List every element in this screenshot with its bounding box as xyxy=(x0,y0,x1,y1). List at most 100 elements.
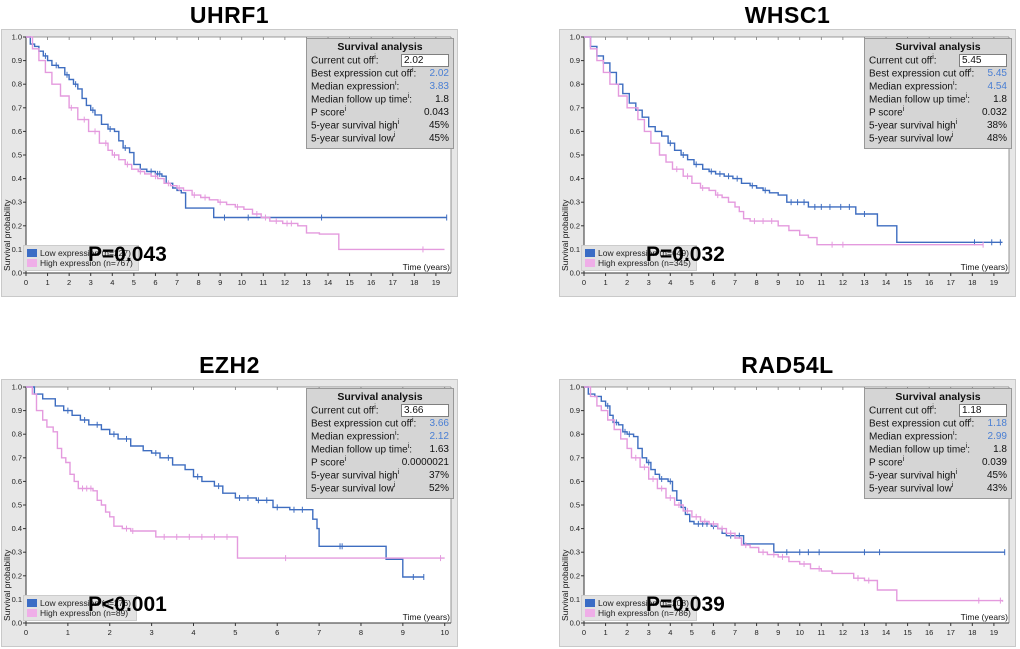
stats-row: Best expression cut offi: 2.02 xyxy=(311,67,449,80)
x-tick-label: 1 xyxy=(66,628,70,637)
legend-swatch-icon xyxy=(27,599,37,607)
stats-label: Median expressioni: xyxy=(869,430,958,443)
stats-rows: Current cut offi: 5.45 Best expression cut… xyxy=(869,54,1007,145)
x-tick-label: 19 xyxy=(432,278,440,287)
legend-label: High expression (n=786) xyxy=(598,608,691,618)
y-tick-label: 0.2 xyxy=(12,571,22,580)
survival-curve-high xyxy=(584,36,984,248)
stats-value: 3.66 xyxy=(429,418,449,429)
x-axis-ticks: 0 1 2 3 4 5 6 7 8 9 10 11 12 13 14 15 16 17 18 19 xyxy=(24,273,440,287)
panel-ezh2: EZH2 0 1 2 3 4 5 6 7 8 9 10 0.0 0.1 0.2 0.3 0.4 0.5 0.6 0.… xyxy=(1,352,458,647)
legend-swatch-icon xyxy=(27,259,37,267)
cutoff-input[interactable]: 1.18 xyxy=(959,404,1007,417)
stats-label: P scorei xyxy=(869,456,905,469)
x-tick-label: 7 xyxy=(733,278,737,287)
x-tick-label: 9 xyxy=(776,628,780,637)
stats-label: Current cut offi: xyxy=(311,404,379,417)
stats-value: 45% xyxy=(986,470,1007,481)
stats-value: 0.039 xyxy=(981,457,1007,468)
x-tick-label: 11 xyxy=(817,278,825,287)
stats-row: Median expressioni: 2.12 xyxy=(311,430,449,443)
legend-item: Low expression (n=208) xyxy=(585,598,691,608)
stats-row: 5-year survival highi 38% xyxy=(869,119,1007,132)
x-tick-label: 5 xyxy=(690,278,694,287)
y-tick-label: 1.0 xyxy=(570,33,580,42)
stats-label: 5-year survival highi xyxy=(869,119,958,132)
survival-curve-low xyxy=(584,36,1003,246)
y-tick-label: 0.0 xyxy=(570,619,580,628)
legend-label: Low expression (n=276) xyxy=(40,598,131,608)
stats-value: 2.12 xyxy=(429,431,449,442)
stats-row: Median expressioni: 3.83 xyxy=(311,80,449,93)
x-tick-label: 8 xyxy=(755,628,759,637)
y-axis-title: Survival probability xyxy=(2,549,12,621)
y-tick-label: 0.9 xyxy=(12,406,22,415)
x-tick-label: 0 xyxy=(582,278,586,287)
y-tick-label: 0.9 xyxy=(12,56,22,65)
x-tick-label: 5 xyxy=(233,628,237,637)
stats-label: Best expression cut offi: xyxy=(869,417,975,430)
km-step-line xyxy=(584,36,984,246)
stats-value: 48% xyxy=(986,133,1007,144)
legend-swatch-icon xyxy=(585,609,595,617)
x-tick-label: 0 xyxy=(24,628,28,637)
y-tick-label: 0.5 xyxy=(12,501,22,510)
x-tick-label: 10 xyxy=(796,278,804,287)
x-tick-label: 10 xyxy=(441,628,449,637)
cutoff-input[interactable]: 2.02 xyxy=(401,54,449,67)
x-tick-label: 19 xyxy=(990,628,998,637)
stats-value: 2.02 xyxy=(429,68,449,79)
y-tick-label: 0.3 xyxy=(12,198,22,207)
x-tick-label: 8 xyxy=(197,278,201,287)
x-tick-label: 6 xyxy=(711,278,715,287)
stats-value: 1.8 xyxy=(435,94,449,105)
x-tick-label: 5 xyxy=(132,278,136,287)
legend-label: Low expression (n=649) xyxy=(598,248,689,258)
x-tick-label: 6 xyxy=(711,628,715,637)
x-tick-label: 5 xyxy=(690,628,694,637)
panel-uhrf1: UHRF1 0 1 2 3 4 5 6 7 8 9 10 11 12 13 14 15 16 17 18 19 0.0 0… xyxy=(1,2,458,297)
stats-value: 1.18 xyxy=(987,418,1007,429)
survival-analysis-box: Survival analysis Current cut offi: 3.66 B… xyxy=(306,388,454,499)
y-tick-label: 0.5 xyxy=(570,501,580,510)
stats-rows: Current cut offi: 3.66 Best expression cut… xyxy=(311,404,449,495)
y-tick-label: 1.0 xyxy=(12,33,22,42)
stats-label: Median follow up timei: xyxy=(869,93,971,106)
y-axis-ticks: 0.0 0.1 0.2 0.3 0.4 0.5 0.6 0.7 0.8 0.9 1.0 xyxy=(570,33,584,278)
legend: Low expression (n=276) High expression (n… xyxy=(23,595,137,621)
x-axis-title: Time (years) xyxy=(961,262,1009,272)
stats-row: 5-year survival lowi 45% xyxy=(311,132,449,145)
legend-item: Low expression (n=649) xyxy=(585,248,691,258)
y-tick-label: 0.1 xyxy=(570,595,580,604)
survival-analysis-box: Survival analysis Current cut offi: 2.02 B… xyxy=(306,38,454,149)
legend: Low expression (n=208) High expression (n… xyxy=(581,595,697,621)
legend-swatch-icon xyxy=(27,609,37,617)
stats-row: P scorei 0.032 xyxy=(869,106,1007,119)
stats-row: 5-year survival lowi 52% xyxy=(311,482,449,495)
stats-row: P scorei 0.0000021 xyxy=(311,456,449,469)
stats-box-title: Survival analysis xyxy=(337,391,423,403)
legend-label: Low expression (n=208) xyxy=(598,598,689,608)
x-tick-label: 3 xyxy=(89,278,93,287)
y-tick-label: 0.8 xyxy=(570,430,580,439)
x-axis-ticks: 0 1 2 3 4 5 6 7 8 9 10 xyxy=(24,623,449,637)
legend-swatch-icon xyxy=(585,599,595,607)
cutoff-input[interactable]: 3.66 xyxy=(401,404,449,417)
legend-swatch-icon xyxy=(27,249,37,257)
x-tick-label: 11 xyxy=(259,278,267,287)
km-step-line xyxy=(584,386,1004,602)
stats-label: Best expression cut offi: xyxy=(311,417,417,430)
y-tick-label: 0.8 xyxy=(12,430,22,439)
x-tick-label: 4 xyxy=(110,278,114,287)
x-tick-label: 16 xyxy=(367,278,375,287)
cutoff-input[interactable]: 5.45 xyxy=(959,54,1007,67)
survival-curve-high xyxy=(26,386,445,562)
y-axis-title: Survival probability xyxy=(560,199,570,271)
legend-item: High expression (n=767) xyxy=(27,258,133,268)
x-axis-ticks: 0 1 2 3 4 5 6 7 8 9 10 11 12 13 14 15 16 17 18 19 xyxy=(582,623,998,637)
stats-value: 38% xyxy=(986,120,1007,131)
x-tick-label: 6 xyxy=(153,278,157,287)
y-axis-title: Survival probability xyxy=(2,199,12,271)
x-tick-label: 6 xyxy=(275,628,279,637)
